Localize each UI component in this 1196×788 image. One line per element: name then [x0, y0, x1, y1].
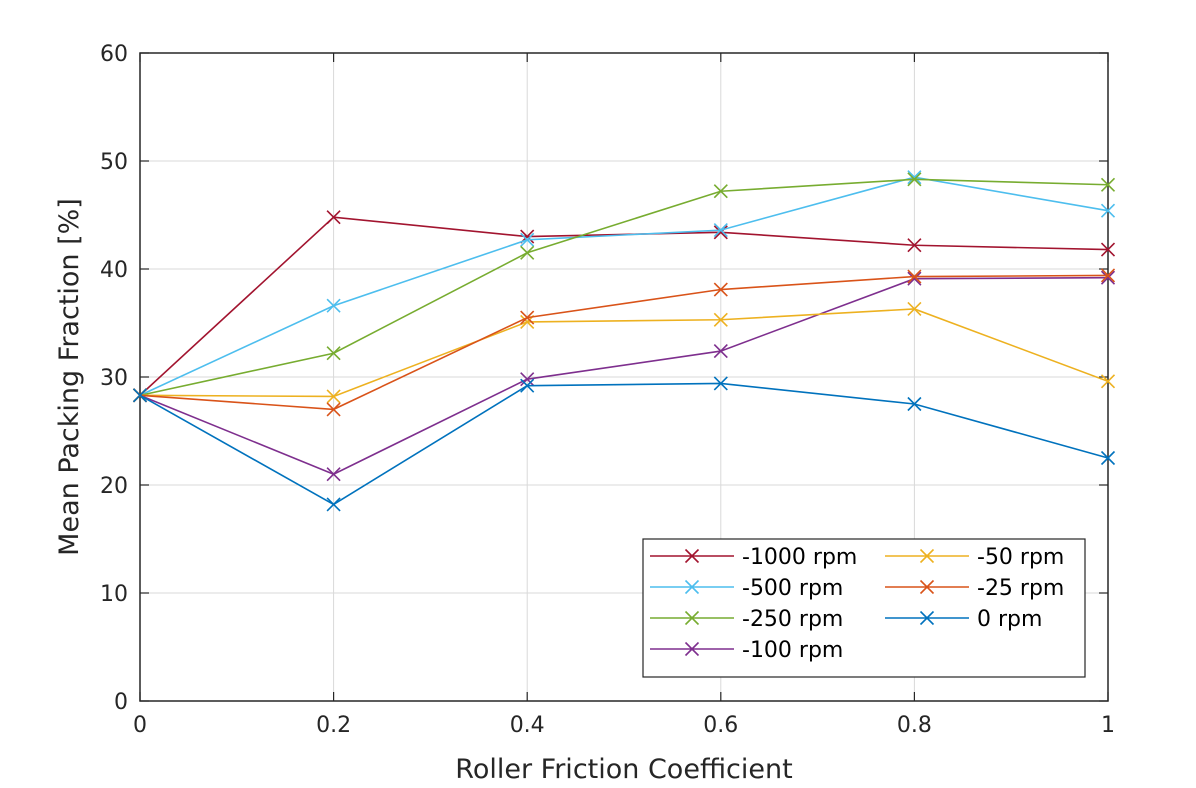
data-point-marker [713, 225, 728, 240]
y-tick-label: 20 [100, 474, 128, 499]
legend-label: 0 rpm [977, 607, 1042, 632]
series-line [139, 274, 1109, 411]
x-axis-title: Roller Friction Coefficient [455, 754, 792, 785]
data-point-marker [326, 298, 341, 313]
data-point-marker [713, 312, 728, 327]
data-point-marker [1100, 270, 1116, 285]
data-point-marker [520, 310, 535, 325]
legend-label: -25 rpm [977, 576, 1064, 601]
series-layer [132, 170, 1116, 512]
data-point-marker [907, 396, 922, 412]
data-point-marker [1100, 268, 1116, 283]
data-point-marker [520, 372, 535, 387]
data-point-marker [907, 172, 922, 187]
series-line [139, 382, 1109, 506]
y-tick-label: 30 [100, 366, 128, 391]
data-point-marker [907, 269, 922, 284]
x-tick-label: 0 [133, 713, 147, 738]
legend-marker [684, 548, 700, 564]
y-axis-title: Mean Packing Fraction [%] [54, 198, 85, 556]
legend-item: -100 rpm [650, 638, 843, 663]
y-tick-label: 0 [114, 690, 128, 715]
data-point-marker [1100, 242, 1116, 257]
series-0-rpm [132, 376, 1116, 512]
y-axis-tick-labels: 0 10 20 30 40 50 60 [100, 42, 128, 715]
data-point-marker [713, 223, 728, 238]
x-axis-tick-labels: 0 0.2 0.4 0.6 0.8 1 [133, 713, 1115, 738]
data-point-marker [1100, 177, 1116, 192]
data-point-marker [907, 271, 922, 286]
legend-label: -250 rpm [742, 607, 843, 632]
legend-item: -50 rpm [885, 545, 1064, 570]
legend-marker [684, 610, 700, 626]
data-point-marker [713, 184, 728, 199]
legend-item: -25 rpm [885, 576, 1064, 601]
data-point-marker [907, 301, 922, 317]
data-point-marker [520, 232, 535, 247]
data-point-marker [713, 282, 728, 297]
legend-marker [919, 548, 935, 564]
series-line [139, 308, 1109, 398]
legend-box [642, 538, 1086, 678]
data-point-marker [326, 497, 341, 512]
data-point-marker [907, 170, 922, 185]
x-tick-label: 0.8 [897, 713, 932, 738]
legend-item: -250 rpm [650, 607, 843, 632]
series-line [139, 276, 1109, 476]
x-tick-label: 0.4 [510, 713, 545, 738]
x-tick-label: 0.2 [316, 713, 351, 738]
series-50-rpm [132, 301, 1116, 404]
legend-label: -50 rpm [977, 545, 1064, 570]
data-point-marker [1100, 374, 1116, 389]
data-point-marker [326, 389, 341, 404]
legend: -1000 rpm -500 rpm -250 rpm -100 rpm -50 rpm… [642, 538, 1086, 678]
legend-item: 0 rpm [885, 607, 1042, 632]
series-line [139, 176, 1109, 397]
x-tick-label: 0.6 [703, 713, 738, 738]
legend-marker [684, 641, 700, 657]
series-line [139, 178, 1109, 397]
legend-marker [684, 579, 700, 595]
y-tick-label: 60 [100, 42, 128, 67]
data-point-marker [520, 378, 535, 393]
data-point-marker [907, 238, 922, 253]
data-point-marker [713, 344, 728, 359]
data-point-marker [326, 467, 341, 482]
y-tick-label: 50 [100, 150, 128, 175]
legend-label: -100 rpm [742, 638, 843, 663]
data-point-marker [713, 376, 728, 391]
axis-ticks [139, 52, 1109, 702]
legend-label: -1000 rpm [742, 545, 857, 570]
legend-label: -500 rpm [742, 576, 843, 601]
data-point-marker [1100, 203, 1116, 218]
data-point-marker [326, 346, 341, 361]
data-point-marker [132, 388, 148, 403]
legend-item: -1000 rpm [650, 545, 857, 570]
y-tick-label: 10 [100, 582, 128, 607]
data-point-marker [1100, 450, 1116, 466]
y-tick-label: 40 [100, 258, 128, 283]
legend-item: -500 rpm [650, 576, 843, 601]
data-point-marker [326, 402, 341, 417]
x-tick-label: 1 [1101, 713, 1115, 738]
legend-marker [919, 579, 935, 595]
data-point-marker [520, 245, 535, 260]
data-point-marker [326, 210, 341, 225]
legend-marker [919, 610, 935, 626]
